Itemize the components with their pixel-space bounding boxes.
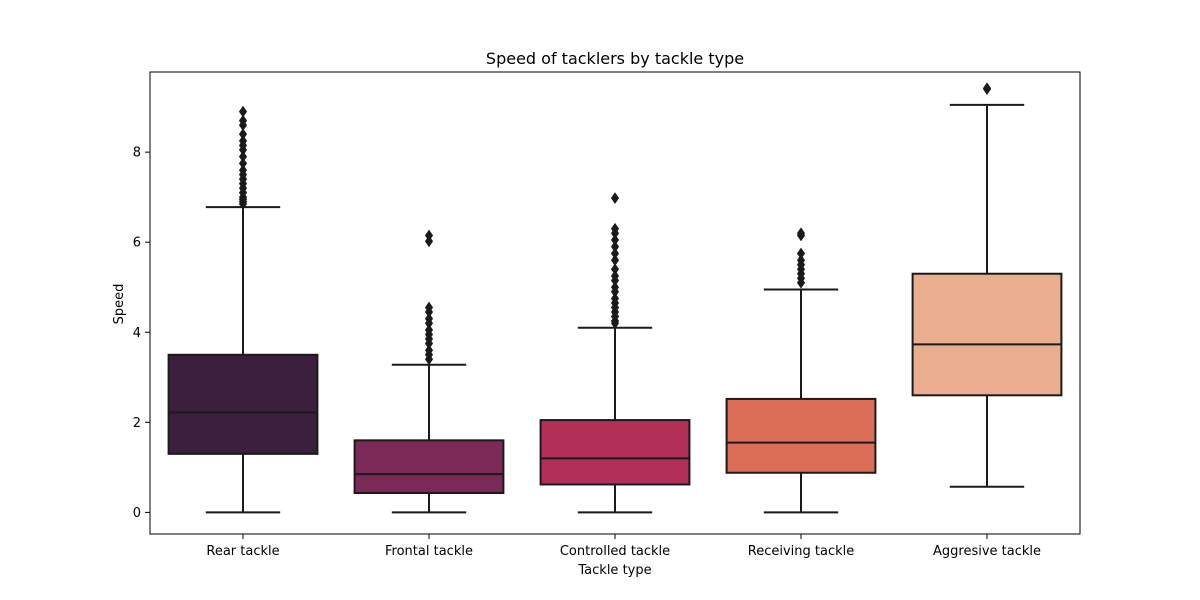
y-tick-label: 0 (133, 506, 141, 521)
x-tick-label: Controlled tackle (560, 544, 670, 559)
outlier-point (982, 82, 992, 95)
x-axis-label: Tackle type (577, 563, 651, 578)
outlier-point (238, 164, 248, 177)
outlier-point (610, 234, 620, 246)
outlier-point (610, 254, 620, 267)
outlier-point (424, 312, 434, 325)
box-iqr (353, 439, 505, 495)
outlier-point (238, 128, 248, 141)
outlier-point (610, 222, 620, 235)
outlier-point (610, 263, 620, 276)
box-iqr (725, 397, 877, 474)
outlier-point (610, 292, 620, 305)
outlier-point (424, 301, 434, 314)
outlier-point (238, 134, 248, 147)
outlier-point (610, 240, 620, 253)
y-tick-label: 2 (133, 416, 141, 431)
outlier-point (610, 281, 620, 294)
outlier-point (238, 150, 248, 163)
box-iqr (167, 353, 319, 455)
outlier-point (610, 247, 620, 260)
chart-title: Speed of tacklers by tackle type (486, 49, 744, 68)
box-iqr (539, 419, 691, 486)
x-tick-label: Frontal tackle (385, 544, 473, 559)
x-tick-label: Rear tackle (206, 544, 279, 559)
outlier-point (424, 324, 434, 336)
y-tick-label: 4 (133, 326, 141, 341)
outlier-point (610, 192, 620, 205)
outlier-point (796, 247, 806, 260)
plot-area: 0 2 4 6 8 Rear tackle Frontal tackle Controlled… (133, 71, 1081, 559)
box-iqr (911, 272, 1063, 397)
outlier-point (238, 105, 248, 118)
x-tick-label: Aggresive tackle (933, 544, 1041, 559)
outlier-point (238, 114, 248, 127)
outlier-point (424, 344, 434, 357)
y-tick-label: 8 (133, 146, 141, 161)
outlier-point (424, 229, 434, 242)
y-tick-label: 6 (133, 236, 141, 251)
y-axis-label: Speed (112, 284, 127, 325)
outlier-point (796, 254, 806, 267)
outlier-point (796, 227, 806, 240)
outlier-point (610, 270, 620, 282)
outlier-point (238, 157, 248, 170)
x-tick-label: Receiving tackle (748, 544, 854, 559)
